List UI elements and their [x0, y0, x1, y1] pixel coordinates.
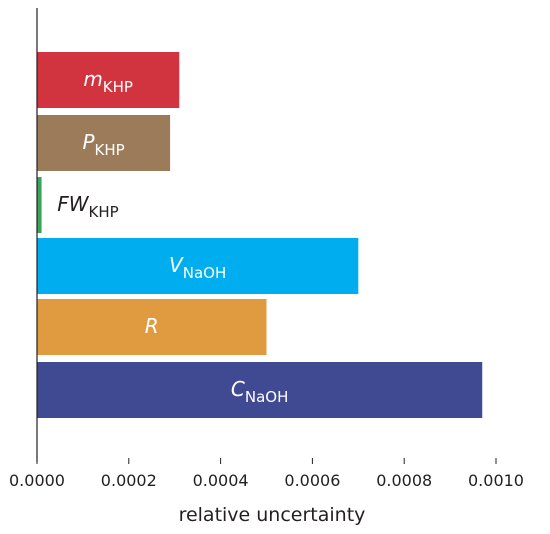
bar-m-khp	[37, 52, 180, 108]
bar-label-symbol: m	[83, 67, 102, 91]
x-tick-label: 0.0008	[376, 471, 432, 490]
bar-label-symbol: P	[82, 130, 95, 154]
x-tick-label: 0.0004	[193, 471, 249, 490]
bar-label: R	[145, 314, 159, 338]
bar-label: VNaOH	[169, 253, 226, 282]
x-axis-ticks: 0.0000 0.0002 0.0004 0.0006 0.0008 0.0010	[9, 458, 524, 490]
x-tick-label: 0.0006	[284, 471, 340, 490]
bar-label: PKHP	[82, 130, 124, 159]
bar-label-subscript: NaOH	[245, 388, 289, 406]
bar-label: CNaOH	[231, 377, 288, 406]
bar-label-subscript: KHP	[89, 203, 119, 221]
bar-label-subscript: KHP	[95, 141, 125, 159]
bar-label: FWKHP	[57, 192, 118, 221]
x-axis-title: relative uncertainty	[179, 504, 366, 526]
bar-label-symbol: C	[231, 377, 245, 401]
bar-label-subscript: KHP	[103, 78, 133, 96]
x-tick-label: 0.0000	[9, 471, 65, 490]
bar-c-naoh	[37, 362, 483, 418]
bar-v-naoh	[37, 238, 359, 294]
bar-label-symbol: R	[145, 314, 159, 338]
bar-fw-khp	[37, 177, 42, 233]
x-tick-label: 0.0010	[468, 471, 524, 490]
bar-label-symbol: FW	[57, 192, 90, 216]
x-tick-label: 0.0002	[101, 471, 157, 490]
bar-r	[37, 299, 267, 355]
bar-p-khp	[37, 115, 171, 171]
bar-label-subscript: NaOH	[183, 264, 227, 282]
bar-label-symbol: V	[169, 253, 184, 277]
bar-label: mKHP	[83, 67, 133, 96]
